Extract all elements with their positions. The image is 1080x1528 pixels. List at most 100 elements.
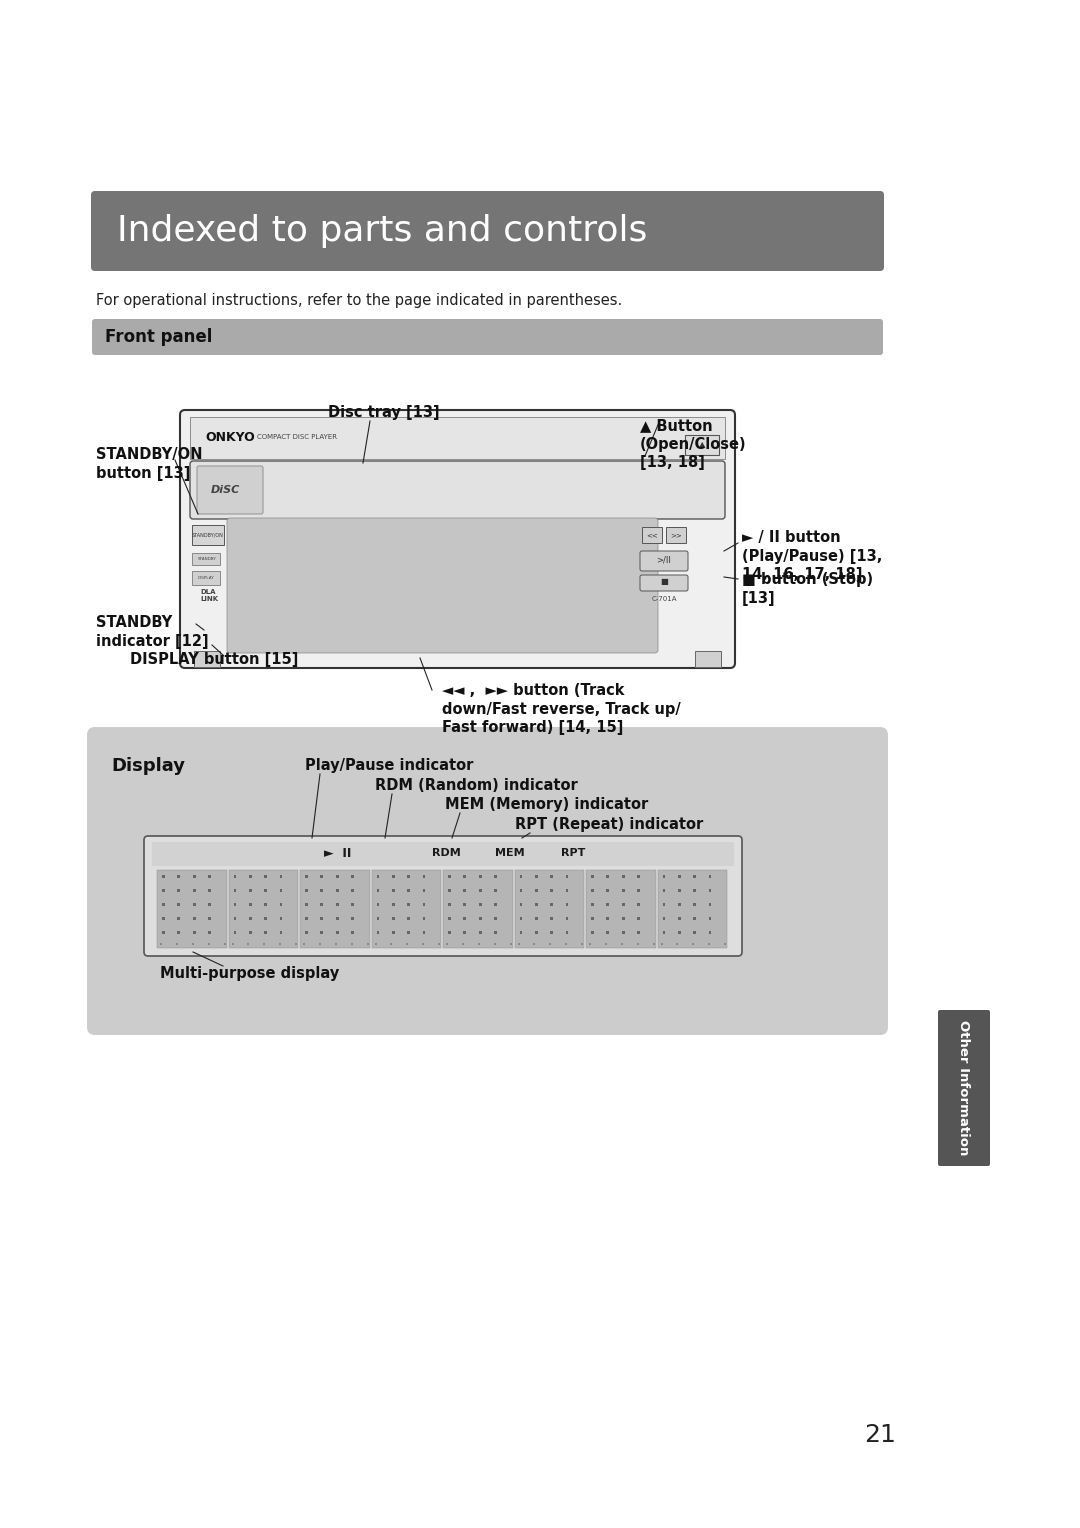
Bar bbox=[463, 931, 467, 934]
Bar bbox=[422, 917, 426, 920]
Text: RDM (Random) indicator: RDM (Random) indicator bbox=[375, 778, 578, 793]
Bar bbox=[192, 876, 195, 877]
Text: RPT (Repeat) indicator: RPT (Repeat) indicator bbox=[515, 817, 703, 833]
Bar bbox=[708, 876, 712, 877]
Bar bbox=[231, 943, 233, 944]
Bar bbox=[247, 943, 249, 944]
Bar bbox=[534, 943, 536, 944]
Text: MEM: MEM bbox=[496, 848, 525, 859]
Text: >/II: >/II bbox=[657, 556, 672, 564]
Bar bbox=[622, 931, 624, 934]
Bar bbox=[621, 943, 623, 944]
Bar bbox=[377, 917, 379, 920]
Bar bbox=[550, 931, 553, 934]
Bar bbox=[248, 903, 252, 906]
Bar bbox=[606, 931, 609, 934]
Bar bbox=[550, 943, 551, 944]
Bar bbox=[692, 943, 694, 944]
Bar bbox=[192, 903, 195, 906]
Bar bbox=[265, 931, 267, 934]
Bar bbox=[622, 889, 624, 892]
Bar bbox=[233, 917, 237, 920]
Bar bbox=[321, 931, 323, 934]
Bar bbox=[392, 889, 394, 892]
Text: MEM (Memory) indicator: MEM (Memory) indicator bbox=[445, 798, 648, 811]
Bar bbox=[351, 943, 353, 944]
Bar bbox=[265, 903, 267, 906]
Text: ONKYO: ONKYO bbox=[205, 431, 255, 443]
FancyBboxPatch shape bbox=[227, 518, 658, 652]
Bar bbox=[366, 943, 368, 944]
Bar bbox=[233, 931, 237, 934]
Bar bbox=[207, 943, 210, 944]
Bar bbox=[192, 943, 193, 944]
Bar bbox=[192, 889, 195, 892]
Bar bbox=[177, 889, 180, 892]
Bar bbox=[248, 917, 252, 920]
Bar bbox=[462, 943, 464, 944]
FancyBboxPatch shape bbox=[640, 552, 688, 571]
Bar bbox=[390, 943, 392, 944]
Bar bbox=[305, 889, 308, 892]
Bar bbox=[321, 889, 323, 892]
Bar bbox=[190, 417, 725, 458]
FancyBboxPatch shape bbox=[443, 869, 513, 947]
Bar bbox=[336, 903, 338, 906]
Bar bbox=[351, 903, 354, 906]
Bar bbox=[152, 842, 734, 866]
Bar bbox=[566, 917, 568, 920]
FancyBboxPatch shape bbox=[372, 869, 441, 947]
Text: Multi-purpose display: Multi-purpose display bbox=[160, 966, 339, 981]
Bar bbox=[606, 903, 609, 906]
Bar bbox=[336, 889, 338, 892]
Text: Indexed to parts and controls: Indexed to parts and controls bbox=[117, 214, 647, 248]
Bar bbox=[581, 943, 583, 944]
Bar bbox=[693, 889, 696, 892]
Bar bbox=[510, 943, 512, 944]
Bar bbox=[708, 931, 712, 934]
Bar bbox=[478, 931, 482, 934]
Text: STANDBY
indicator [12]: STANDBY indicator [12] bbox=[96, 614, 208, 648]
Bar bbox=[495, 889, 497, 892]
Bar bbox=[637, 876, 640, 877]
Bar bbox=[589, 943, 591, 944]
Bar bbox=[321, 876, 323, 877]
Bar bbox=[463, 903, 467, 906]
Bar bbox=[208, 889, 211, 892]
Bar bbox=[535, 889, 538, 892]
Bar bbox=[678, 876, 680, 877]
Text: Front panel: Front panel bbox=[105, 329, 213, 345]
Bar bbox=[708, 943, 711, 944]
Bar bbox=[463, 917, 467, 920]
FancyBboxPatch shape bbox=[197, 466, 264, 513]
Bar bbox=[463, 876, 467, 877]
Bar bbox=[407, 903, 410, 906]
Bar bbox=[192, 571, 220, 585]
Bar bbox=[351, 917, 354, 920]
Bar bbox=[192, 931, 195, 934]
Bar bbox=[535, 903, 538, 906]
Bar bbox=[685, 435, 719, 455]
Bar bbox=[377, 876, 379, 877]
Bar bbox=[678, 903, 680, 906]
Bar bbox=[463, 889, 467, 892]
Bar bbox=[407, 876, 410, 877]
Bar bbox=[305, 903, 308, 906]
Bar bbox=[279, 943, 281, 944]
Bar bbox=[446, 943, 448, 944]
Bar bbox=[708, 903, 712, 906]
Bar bbox=[566, 876, 568, 877]
Bar bbox=[693, 903, 696, 906]
FancyBboxPatch shape bbox=[658, 869, 727, 947]
Text: ▲: ▲ bbox=[699, 440, 705, 449]
Text: <<: << bbox=[646, 532, 658, 538]
Text: Other Information: Other Information bbox=[958, 1021, 971, 1155]
Text: DISPLAY: DISPLAY bbox=[198, 576, 215, 581]
Text: ►  II: ► II bbox=[324, 847, 352, 859]
Bar bbox=[392, 917, 394, 920]
Text: C-701A: C-701A bbox=[651, 596, 677, 602]
Bar bbox=[177, 876, 180, 877]
Bar bbox=[477, 943, 480, 944]
Bar bbox=[566, 903, 568, 906]
Text: For operational instructions, refer to the page indicated in parentheses.: For operational instructions, refer to t… bbox=[96, 293, 622, 309]
